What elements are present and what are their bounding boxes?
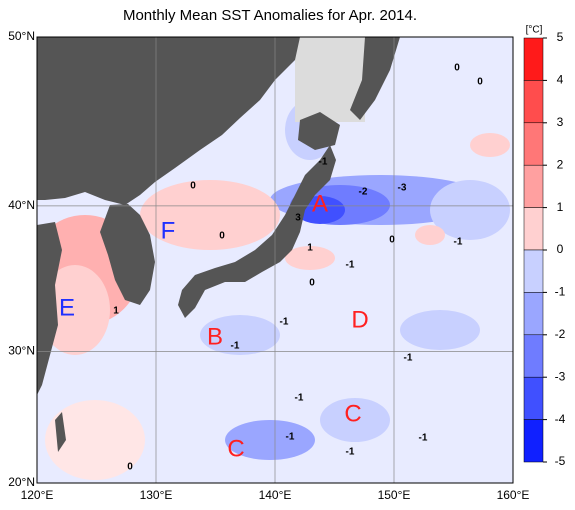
contour-label: 0 — [477, 77, 483, 88]
region-label: B — [207, 323, 223, 350]
region-label: C — [227, 435, 244, 462]
colorbar: [°C] 5 4 3 2 1 0 -1 -2 -3 -4 -5 — [523, 25, 566, 468]
contour-label: -1 — [319, 157, 328, 168]
colorbar-tick-label: 1 — [557, 200, 564, 214]
contour-label: 1 — [307, 243, 313, 254]
contour-label: -1 — [286, 432, 295, 443]
colorbar-tick-label: -3 — [555, 369, 566, 383]
contour-label: -1 — [231, 341, 240, 352]
colorbar-tick-label: -2 — [555, 327, 566, 341]
colorbar-swatch — [523, 419, 544, 463]
colorbar-swatch — [523, 37, 544, 81]
colorbar-swatch — [523, 207, 544, 251]
contour-label: -1 — [404, 353, 413, 364]
contour-label: -1 — [280, 317, 289, 328]
contour-label: 0 — [219, 231, 225, 242]
region-label: F — [161, 217, 176, 244]
colorbar-swatch — [523, 122, 544, 166]
colorbar-tick-label: 5 — [557, 30, 564, 44]
colorbar-swatch — [523, 249, 544, 293]
lat-tick-label: 30°N — [8, 344, 35, 358]
region-labels: A B C C D E F — [59, 190, 369, 462]
contour-label: -1 — [295, 393, 304, 404]
contour-label: 0 — [127, 462, 133, 473]
contour-label: -1 — [346, 260, 355, 271]
contour-label: 1 — [113, 306, 119, 317]
axis-labels: 120°E 130°E 140°E 150°E 160°E 50°N 40°N 30°N 20°… — [8, 29, 529, 502]
region-label: E — [59, 294, 75, 321]
colorbar-unit: [°C] — [526, 25, 543, 36]
colorbar-tick-label: 2 — [557, 157, 564, 171]
colorbar-swatch — [523, 292, 544, 336]
contour-label: 0 — [309, 278, 315, 289]
colorbar-swatch — [523, 334, 544, 378]
colorbar-tick-label: 3 — [557, 115, 564, 129]
lat-tick-label: 20°N — [8, 475, 35, 489]
map-area: 0 0 0 0 -1 -2 -3 3 0 -1 1 -1 0 -1 -1 -1 -1 -1 -1 -1 0 1 A B C C D… — [37, 37, 513, 483]
lon-tick-label: 130°E — [140, 488, 173, 502]
contour-label: 0 — [389, 235, 395, 246]
contour-label: 0 — [454, 63, 460, 74]
lon-tick-label: 160°E — [497, 488, 530, 502]
colorbar-swatch — [523, 376, 544, 420]
lat-tick-label: 50°N — [8, 29, 35, 43]
region-label: C — [344, 400, 361, 427]
region-label: A — [312, 190, 328, 217]
land — [37, 37, 400, 452]
map-frame — [36, 36, 514, 484]
lon-tick-label: 150°E — [378, 488, 411, 502]
contour-label: -1 — [454, 237, 463, 248]
colorbar-swatch — [523, 164, 544, 208]
colorbar-swatch — [523, 80, 544, 124]
contour-label: -1 — [346, 447, 355, 458]
colorbar-tick-label: -5 — [555, 454, 566, 468]
title: Monthly Mean SST Anomalies for Apr. 2014… — [123, 7, 417, 24]
contour-label: -1 — [419, 433, 428, 444]
contour-label: 0 — [190, 181, 196, 192]
contour-label: -3 — [398, 183, 407, 194]
colorbar-tick-label: -4 — [555, 412, 566, 426]
contour-label: -2 — [359, 187, 368, 198]
colorbar-tick-label: 0 — [557, 242, 564, 256]
colorbar-tick-label: -1 — [555, 285, 566, 299]
contour-label: 3 — [295, 213, 301, 224]
lon-tick-label: 120°E — [21, 488, 54, 502]
contour-labels: 0 0 0 0 -1 -2 -3 3 0 -1 1 -1 0 -1 -1 -1 -1 -1 -1 -1 0 1 — [113, 63, 483, 473]
lat-tick-label: 40°N — [8, 198, 35, 212]
lon-tick-label: 140°E — [259, 488, 292, 502]
graticule — [37, 37, 513, 483]
colorbar-tick-label: 4 — [557, 73, 564, 87]
region-label: D — [351, 306, 368, 333]
